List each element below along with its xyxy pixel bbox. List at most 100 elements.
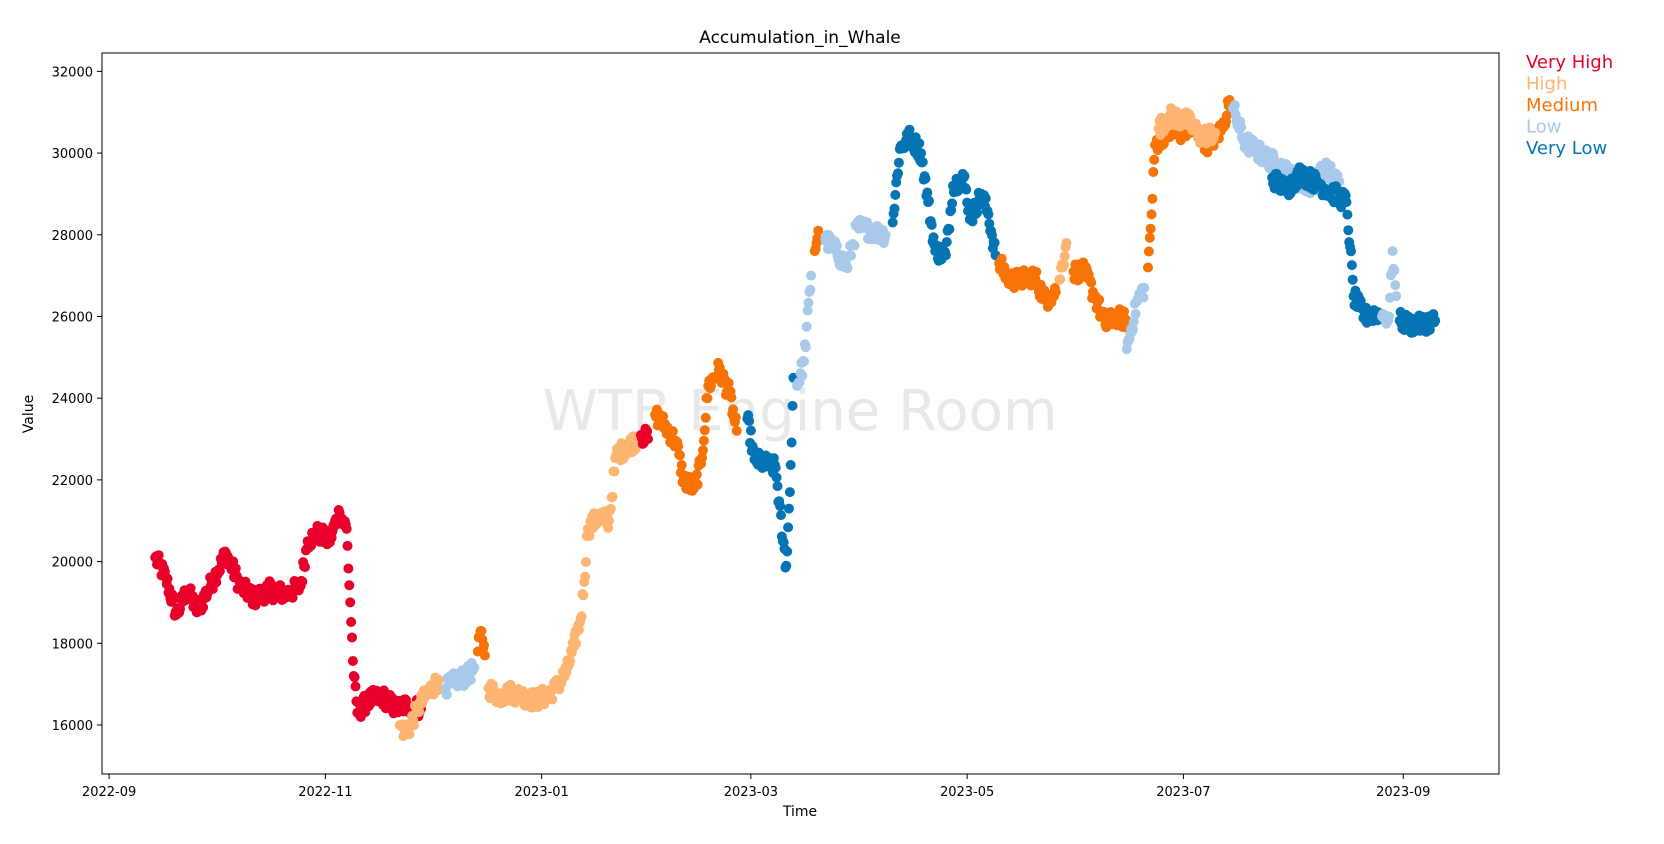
data-point bbox=[784, 487, 795, 498]
chart-title: Accumulation_in_Whale bbox=[699, 28, 901, 48]
data-point bbox=[643, 434, 653, 444]
data-point bbox=[1058, 259, 1069, 270]
data-point bbox=[772, 481, 783, 492]
data-point bbox=[996, 253, 1007, 264]
data-point bbox=[433, 685, 443, 696]
data-point bbox=[343, 563, 354, 574]
data-point bbox=[198, 602, 209, 613]
data-point bbox=[1145, 223, 1156, 234]
data-point bbox=[571, 638, 582, 649]
data-point bbox=[1391, 291, 1402, 302]
data-point bbox=[922, 187, 933, 198]
x-axis: 2022-09 2022-11 2023-01 2023-03 2023-05 2023-… bbox=[82, 774, 1430, 800]
data-point bbox=[893, 157, 904, 168]
data-point bbox=[1059, 251, 1070, 262]
data-point bbox=[784, 503, 794, 514]
data-point bbox=[642, 426, 653, 437]
legend-entry: Very Low bbox=[1526, 138, 1607, 159]
x-tick-label: 2023-01 bbox=[515, 785, 569, 800]
data-point bbox=[1031, 266, 1042, 277]
data-point bbox=[849, 240, 860, 251]
data-point bbox=[787, 400, 798, 411]
data-point bbox=[1202, 147, 1213, 158]
data-point bbox=[775, 501, 786, 511]
data-point bbox=[342, 540, 353, 551]
data-point bbox=[691, 469, 702, 480]
data-point bbox=[730, 412, 741, 423]
data-point bbox=[862, 217, 872, 228]
data-point bbox=[728, 404, 739, 415]
data-point bbox=[805, 284, 816, 295]
data-point bbox=[1343, 225, 1354, 236]
data-point bbox=[347, 632, 357, 643]
data-point bbox=[731, 425, 742, 436]
data-point bbox=[983, 209, 994, 220]
data-point bbox=[940, 250, 951, 261]
data-point bbox=[404, 729, 415, 740]
data-point bbox=[947, 198, 958, 209]
data-point bbox=[1387, 246, 1398, 257]
data-point bbox=[916, 148, 927, 159]
data-point bbox=[1424, 324, 1435, 335]
data-point bbox=[580, 571, 591, 582]
data-point bbox=[1143, 246, 1154, 257]
data-point bbox=[692, 479, 703, 490]
data-point bbox=[1061, 238, 1072, 248]
data-point bbox=[698, 435, 709, 446]
data-point bbox=[1390, 280, 1401, 291]
data-point bbox=[926, 219, 937, 230]
data-point bbox=[880, 229, 891, 240]
data-point bbox=[941, 237, 952, 247]
data-point bbox=[785, 460, 796, 470]
data-point bbox=[1342, 209, 1353, 220]
data-point bbox=[889, 203, 900, 214]
y-tick-label: 26000 bbox=[52, 310, 93, 325]
data-point bbox=[846, 250, 856, 261]
data-point bbox=[744, 416, 755, 426]
data-point bbox=[803, 297, 814, 308]
data-point bbox=[786, 437, 797, 448]
y-tick-label: 30000 bbox=[52, 147, 93, 162]
data-point bbox=[887, 217, 898, 228]
data-point bbox=[917, 157, 928, 167]
data-point bbox=[341, 523, 352, 534]
data-point bbox=[1236, 122, 1247, 133]
data-point bbox=[607, 491, 618, 502]
data-point bbox=[924, 195, 934, 206]
y-tick-label: 16000 bbox=[52, 719, 93, 734]
y-tick-label: 18000 bbox=[52, 637, 93, 652]
data-point bbox=[1229, 100, 1240, 111]
data-point bbox=[842, 263, 853, 274]
data-point bbox=[797, 370, 808, 381]
data-point bbox=[1086, 277, 1097, 288]
y-tick-label: 24000 bbox=[52, 392, 93, 407]
data-point bbox=[1325, 160, 1336, 171]
data-point bbox=[609, 466, 620, 477]
data-point bbox=[745, 425, 756, 436]
data-point bbox=[346, 617, 357, 627]
data-point bbox=[1149, 154, 1160, 165]
data-point bbox=[726, 392, 737, 403]
data-point bbox=[699, 425, 710, 436]
data-point bbox=[1147, 193, 1158, 204]
data-point bbox=[914, 138, 925, 149]
data-point bbox=[723, 378, 734, 388]
data-point bbox=[604, 515, 614, 526]
data-point bbox=[1138, 292, 1149, 303]
data-point bbox=[479, 640, 489, 651]
data-point bbox=[1144, 232, 1155, 243]
data-point bbox=[350, 681, 361, 692]
data-point bbox=[1389, 265, 1400, 276]
data-point bbox=[989, 237, 1000, 248]
legend-entry: Medium bbox=[1526, 95, 1598, 116]
data-point bbox=[1221, 110, 1232, 121]
data-point bbox=[1050, 287, 1061, 297]
y-axis: 16000 18000 20000 22000 24000 26000 28000 30000… bbox=[52, 65, 102, 734]
data-point bbox=[697, 452, 708, 463]
data-point bbox=[800, 342, 811, 353]
data-point bbox=[1341, 197, 1352, 208]
data-point bbox=[349, 672, 360, 683]
data-point bbox=[230, 563, 241, 574]
y-tick-label: 28000 bbox=[52, 229, 93, 244]
